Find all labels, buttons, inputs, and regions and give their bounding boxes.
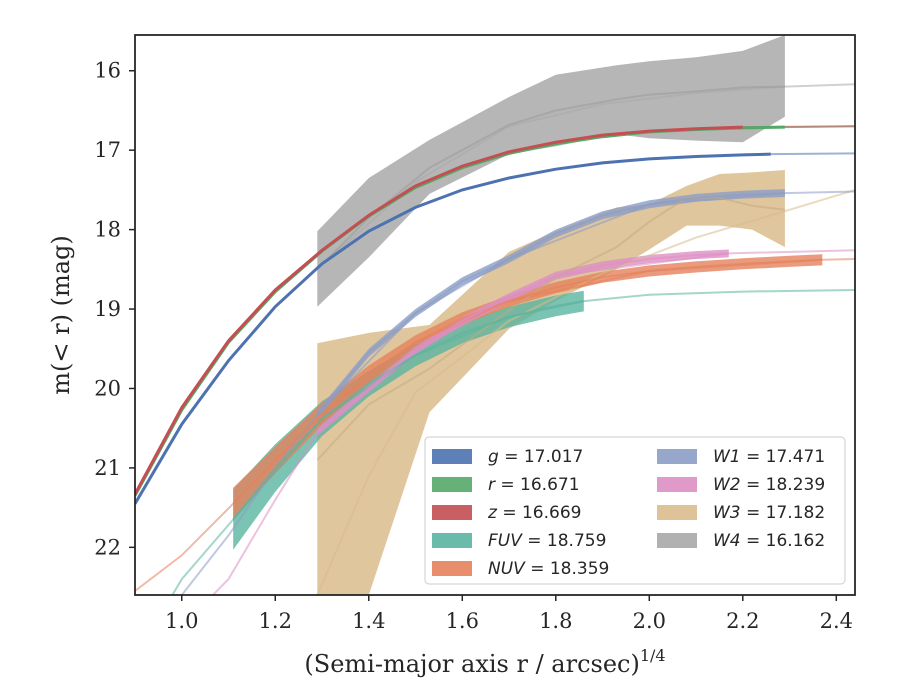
legend-swatch-r (432, 477, 472, 492)
model-line-fuv (171, 289, 855, 595)
y-axis-label-text: m(< r) (mag) (47, 235, 75, 394)
band-w3 (317, 170, 785, 595)
legend-label-nuv: NUV = 18.359 (488, 559, 609, 579)
x-tick-label: 1.2 (259, 609, 292, 633)
legend-frame (424, 436, 846, 585)
series-line-g (135, 152, 771, 505)
band-w4 (317, 35, 785, 307)
x-tick-label: 1.6 (446, 609, 479, 633)
y-tick-label: 22 (94, 535, 121, 559)
y-axis-label: m(< r) (mag) (47, 235, 75, 394)
y-tick-label: 17 (94, 138, 121, 162)
x-tick-label: 1.0 (165, 609, 198, 633)
x-axis-label-superscript: 1/4 (640, 646, 666, 665)
legend-swatch-nuv (432, 561, 472, 576)
legend-label-r: r = 16.671 (488, 475, 580, 495)
legend-swatch-g (432, 449, 472, 464)
legend-swatch-fuv (432, 533, 472, 548)
y-tick-label: 18 (94, 218, 121, 242)
series-line-fuv (232, 300, 584, 521)
x-tick-label: 2.2 (726, 609, 759, 633)
x-axis-label: (Semi-major axis r / arcsec)1/4 (304, 646, 665, 678)
series-line-w2 (316, 252, 729, 433)
legend-label-z: z = 16.669 (487, 503, 581, 523)
x-tick-label: 2.4 (820, 609, 853, 633)
legend-label-w4: W4 = 16.162 (713, 531, 825, 551)
legend-label-w2: W2 = 18.239 (713, 475, 825, 495)
legend-swatch-w4 (657, 533, 697, 548)
series-line-w1 (316, 192, 785, 416)
x-tick-label: 2.0 (633, 609, 666, 633)
band-fuv (233, 290, 584, 550)
plot-frame (134, 34, 856, 596)
series-line-z (135, 125, 743, 495)
model-line-w3 (316, 188, 855, 595)
legend-swatch-z (432, 505, 472, 520)
y-tick-label: 16 (94, 59, 121, 83)
band-nuv (233, 254, 823, 520)
y-tick-label: 21 (94, 456, 121, 480)
legend-label-fuv: FUV = 18.759 (488, 531, 606, 551)
legend-label-w1: W1 = 17.471 (713, 447, 825, 467)
legend-label-g: g = 17.017 (488, 447, 583, 467)
series-line-w4 (316, 85, 785, 271)
y-tick-label: 19 (94, 297, 121, 321)
x-tick-label: 1.8 (539, 609, 572, 633)
band-w2 (317, 249, 729, 437)
series-line-w3 (316, 196, 786, 461)
legend-swatch-w1 (657, 449, 697, 464)
legend-label-w3: W3 = 17.182 (713, 503, 825, 523)
legend: g = 17.017 r = 16.671 z = 16.669 FUV = 18.7… (424, 436, 846, 585)
legend-swatch-w2 (657, 477, 697, 492)
y-tick-label: 20 (94, 376, 121, 400)
series-line-nuv (232, 258, 823, 505)
legend-swatch-w3 (657, 505, 697, 520)
x-tick-label: 1.4 (352, 609, 385, 633)
model-line-g (770, 152, 855, 156)
